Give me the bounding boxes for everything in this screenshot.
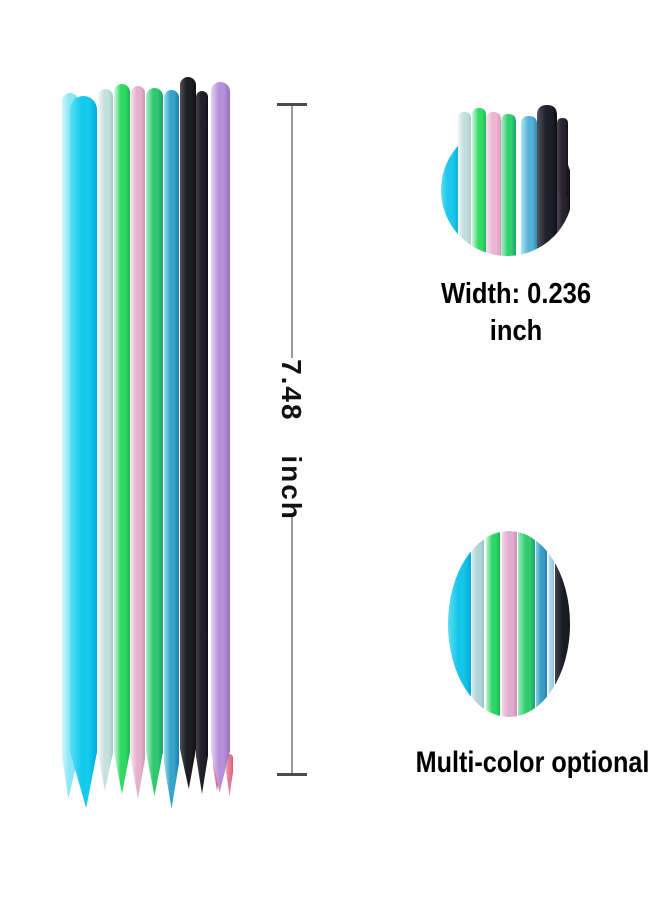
straw-purple	[211, 82, 230, 793]
variety-label: Multi-color optional	[415, 746, 650, 779]
straw-pink	[131, 86, 145, 799]
straw-tip	[226, 772, 233, 796]
straw-body	[114, 84, 130, 752]
straw-tip	[131, 759, 145, 799]
width-detail-figure	[441, 105, 570, 256]
straw-black-2	[196, 91, 208, 794]
stripe-pink	[502, 531, 517, 717]
width-label-line1: Width: 0.236	[440, 278, 592, 310]
straw-cap	[557, 118, 568, 196]
stripe-light-blue	[548, 531, 554, 717]
straw-tip	[164, 763, 179, 809]
straw-body	[131, 86, 145, 759]
width-label-line2: inch	[489, 315, 543, 347]
straw-tip	[196, 756, 208, 794]
stripe-blue	[536, 531, 547, 717]
straw-cap	[521, 116, 537, 196]
ruler-line-lower	[291, 517, 293, 774]
straw-cyan	[70, 96, 97, 808]
straw-tip	[70, 752, 97, 808]
straw-body	[70, 96, 97, 752]
color-detail-figure	[448, 531, 570, 717]
stripe-cyan	[441, 124, 459, 256]
straw-body	[98, 89, 113, 753]
ruler-top-cap	[277, 103, 307, 106]
straw-tip	[180, 749, 196, 789]
straw-tip	[146, 752, 163, 796]
straw-tip	[211, 751, 230, 793]
straw-cap	[472, 108, 486, 196]
straw-tip	[114, 752, 130, 794]
straw-body	[211, 82, 230, 751]
length-label: 7.48 inch	[276, 359, 307, 521]
straw-body	[180, 77, 196, 749]
straw-cap	[486, 112, 501, 196]
straw-black-1	[180, 77, 196, 789]
straw-body	[196, 91, 208, 756]
straw-tip	[98, 753, 113, 791]
straw-cap	[458, 112, 471, 196]
stripe-green-2	[518, 531, 535, 717]
stripe-black	[555, 531, 570, 717]
straw-green-1	[114, 84, 130, 794]
stripe-cyan	[448, 531, 471, 717]
straw-body	[226, 754, 233, 772]
ruler-bottom-cap	[277, 773, 307, 776]
straw-body	[146, 88, 163, 752]
straw-green-2	[146, 88, 163, 796]
straw-body	[164, 90, 179, 763]
straw-cap	[501, 114, 516, 196]
width-label: Width: 0.236 inch	[428, 276, 604, 350]
straw-blue	[164, 90, 179, 809]
straw-pink-sliver-2	[226, 754, 233, 796]
ruler-line-upper	[291, 106, 293, 358]
straw-cap	[537, 105, 557, 196]
straw-pale-aqua	[98, 89, 113, 791]
stripe-green-1	[486, 531, 500, 717]
stripe-pale-aqua	[472, 531, 484, 717]
